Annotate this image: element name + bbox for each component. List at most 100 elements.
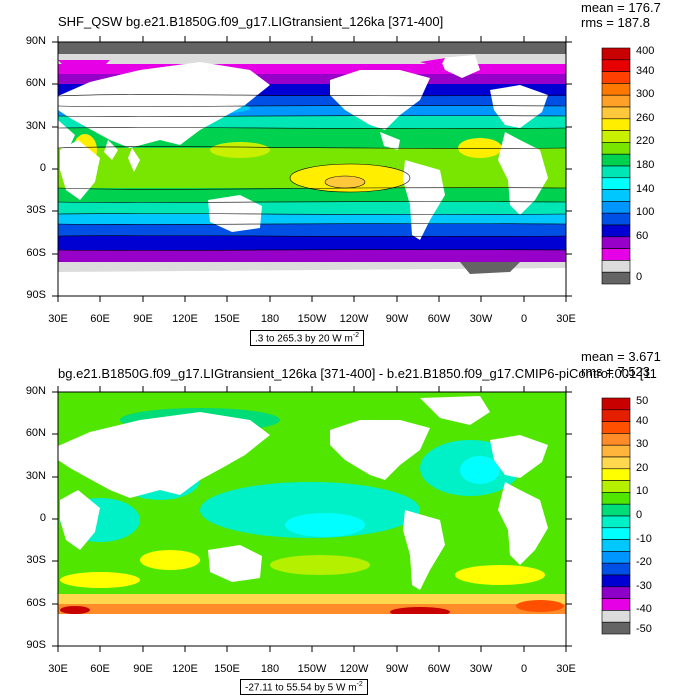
colorbar-box	[601, 586, 631, 599]
bottom-lon-label: 90W	[385, 663, 409, 675]
top-map-field	[58, 42, 566, 296]
top-panel-title: SHF_QSW bg.e21.B1850G.f09_g17.LIGtransie…	[58, 14, 444, 29]
colorbar-box	[601, 444, 631, 458]
colorbar-box	[601, 118, 631, 131]
top-lon-label: 150W	[297, 313, 327, 325]
colorbar-box	[601, 551, 631, 564]
top-lat-label: 60N	[25, 77, 46, 89]
top-lon-label: 30E	[48, 313, 68, 325]
colorbar-label: -40	[636, 603, 652, 616]
top-lon-label: 90W	[385, 313, 409, 325]
top-lon-label: 120E	[172, 313, 198, 325]
colorbar-box	[601, 165, 631, 179]
bottom-map-ticks	[52, 386, 572, 652]
bottom-lat-label: 30N	[25, 470, 46, 482]
top-lat-label: 0	[39, 162, 46, 174]
top-mean-stat: mean = 176.7	[581, 0, 661, 15]
colorbar-box	[601, 47, 631, 61]
colorbar-label: 40	[636, 414, 649, 427]
colorbar-box	[601, 456, 631, 470]
bottom-lon-label: 60W	[427, 663, 451, 675]
colorbar-box	[601, 59, 631, 72]
bottom-lat-label: 0	[39, 512, 46, 524]
bottom-lon-label: 90E	[133, 663, 153, 675]
colorbar-box	[601, 480, 631, 493]
colorbar-box	[601, 539, 631, 552]
colorbar-box	[601, 492, 631, 505]
colorbar-label: 50	[636, 395, 649, 407]
colorbar-box	[601, 224, 631, 238]
colorbar-label: 180	[636, 159, 655, 171]
colorbar-label: 260	[636, 111, 655, 124]
bottom-map-field	[58, 392, 566, 646]
colorbar-box	[601, 574, 631, 588]
colorbar-label: 0	[636, 271, 643, 284]
colorbar-box	[601, 397, 631, 411]
bottom-lon-label: 60E	[90, 663, 110, 675]
top-lat-label: 90S	[26, 289, 46, 301]
top-lon-label: 90E	[133, 313, 153, 325]
colorbar-box	[601, 610, 631, 623]
bottom-lon-label: 150E	[214, 663, 240, 675]
colorbar-box	[601, 562, 631, 576]
top-lon-label: 120W	[339, 313, 369, 325]
colorbar-box	[601, 260, 631, 273]
bottom-lat-label: 90N	[25, 385, 46, 397]
top-lon-label: 30W	[469, 313, 493, 325]
colorbar-box	[601, 177, 631, 190]
colorbar-label: 60	[636, 229, 649, 242]
colorbar-box	[601, 515, 631, 529]
bottom-mean-stat: mean = 3.671	[581, 349, 661, 364]
top-colorbar	[601, 47, 631, 285]
colorbar-label: 400	[636, 45, 655, 57]
bottom-lon-label: 30W	[469, 663, 493, 675]
bottom-lat-label: 90S	[26, 639, 46, 651]
colorbar-box	[601, 468, 631, 481]
bottom-lon-label: 30E	[48, 663, 68, 675]
colorbar-label: -30	[636, 579, 652, 592]
bottom-lat-label: 30S	[26, 554, 46, 566]
colorbar-label: 0	[636, 509, 643, 521]
bottom-lat-label: 60S	[26, 597, 46, 609]
bottom-panel-title: bg.e21.B1850G.f09_g17.LIGtransient_126ka…	[58, 366, 657, 381]
colorbar-box	[601, 201, 631, 214]
colorbar-label: -20	[636, 556, 652, 569]
top-lon-label: 60W	[427, 313, 451, 325]
bottom-lon-label: 150W	[297, 663, 327, 675]
top-contour-info: .3 to 265.3 by 20 W m-2	[250, 330, 365, 347]
colorbar-label: 10	[636, 485, 649, 498]
bottom-lon-label: 120W	[339, 663, 369, 675]
top-lat-label: 60S	[26, 247, 46, 259]
colorbar-label: 340	[636, 64, 655, 77]
top-lon-label: 0	[520, 313, 528, 325]
colorbar-box	[601, 503, 631, 517]
top-lat-label: 30N	[25, 120, 46, 132]
colorbar-box	[601, 236, 631, 249]
top-lat-label: 90N	[25, 35, 46, 47]
colorbar-box	[601, 106, 631, 120]
bottom-lon-label: 180	[260, 663, 280, 675]
colorbar-box	[601, 153, 631, 167]
colorbar-label: 220	[636, 135, 655, 148]
colorbar-box	[601, 130, 631, 143]
bottom-lon-label: 120E	[172, 663, 198, 675]
colorbar-box	[601, 621, 631, 635]
top-lon-label: 150E	[214, 313, 240, 325]
colorbar-box	[601, 94, 631, 108]
bottom-lat-label: 60N	[25, 427, 46, 439]
top-rms-stat: rms = 187.8	[581, 15, 651, 30]
top-lon-label: 60E	[90, 313, 110, 325]
colorbar-box	[601, 212, 631, 226]
colorbar-label: 100	[636, 206, 655, 219]
colorbar-box	[601, 142, 631, 155]
colorbar-label: 140	[636, 182, 655, 195]
top-map-ticks	[52, 36, 572, 302]
colorbar-box	[601, 598, 631, 611]
colorbar-box	[601, 271, 631, 285]
colorbar-box	[601, 248, 631, 261]
colorbar-box	[601, 83, 631, 96]
bottom-contour-info: -27.11 to 55.54 by 5 W m-2	[240, 679, 368, 696]
colorbar-label: -50	[636, 623, 652, 635]
top-lon-label: 30E	[556, 313, 576, 325]
